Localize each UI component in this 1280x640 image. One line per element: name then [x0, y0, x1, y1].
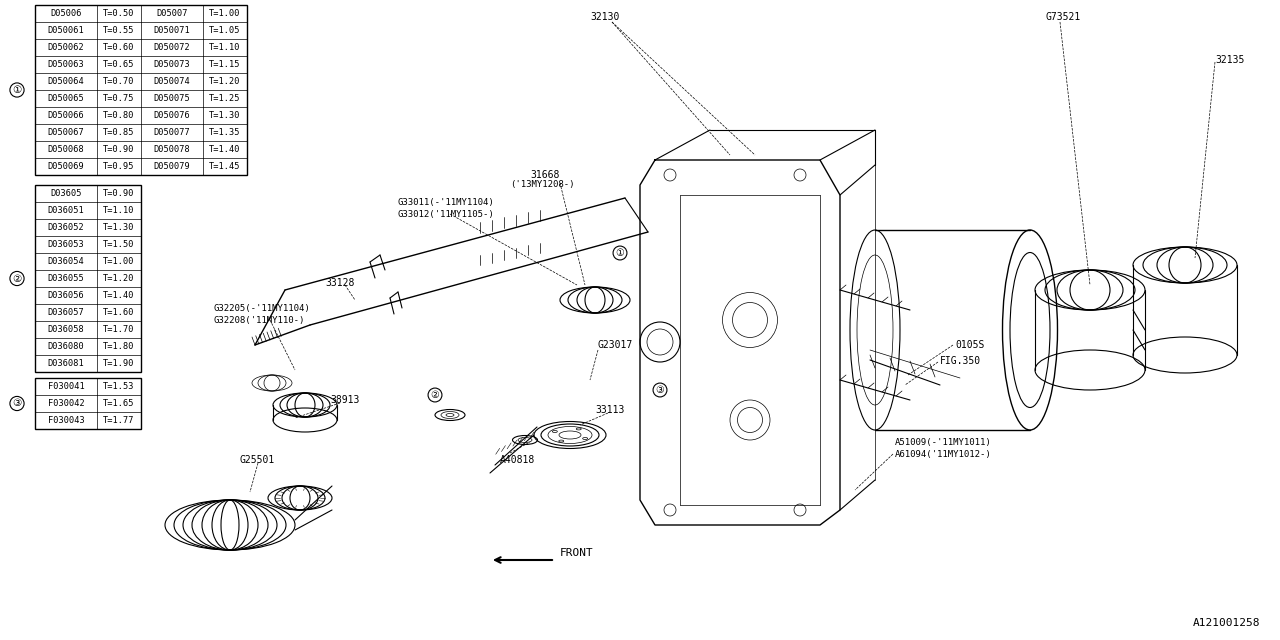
- Text: T=1.20: T=1.20: [209, 77, 241, 86]
- Text: D036058: D036058: [47, 325, 84, 334]
- Text: 32135: 32135: [1215, 55, 1244, 65]
- Text: D050079: D050079: [154, 162, 191, 171]
- Text: 32130: 32130: [590, 12, 620, 22]
- Text: D036081: D036081: [47, 359, 84, 368]
- Text: D050061: D050061: [47, 26, 84, 35]
- Text: D050072: D050072: [154, 43, 191, 52]
- Text: D050071: D050071: [154, 26, 191, 35]
- Text: T=0.60: T=0.60: [104, 43, 134, 52]
- Text: FRONT: FRONT: [561, 548, 594, 558]
- Text: T=1.40: T=1.40: [209, 145, 241, 154]
- Text: T=1.40: T=1.40: [104, 291, 134, 300]
- Text: A40818: A40818: [500, 455, 535, 465]
- Text: D036080: D036080: [47, 342, 84, 351]
- Text: ①: ①: [616, 248, 625, 258]
- Text: D050075: D050075: [154, 94, 191, 103]
- Text: G32205(-'11MY1104): G32205(-'11MY1104): [214, 304, 311, 313]
- Text: G33012('11MY1105-): G33012('11MY1105-): [398, 210, 495, 219]
- Text: T=1.60: T=1.60: [104, 308, 134, 317]
- Text: D050077: D050077: [154, 128, 191, 137]
- Text: D050078: D050078: [154, 145, 191, 154]
- Text: T=1.30: T=1.30: [209, 111, 241, 120]
- Text: A121001258: A121001258: [1193, 618, 1260, 628]
- Text: G73521: G73521: [1044, 12, 1080, 22]
- Text: ②: ②: [430, 390, 439, 400]
- Bar: [35, 5, 247, 175]
- Text: D036053: D036053: [47, 240, 84, 249]
- Text: 31668: 31668: [530, 170, 559, 180]
- Text: D050076: D050076: [154, 111, 191, 120]
- Text: D03605: D03605: [50, 189, 82, 198]
- Text: T=1.00: T=1.00: [104, 257, 134, 266]
- Text: T=1.00: T=1.00: [209, 9, 241, 18]
- Text: FIG.350: FIG.350: [940, 356, 982, 366]
- Text: D036051: D036051: [47, 206, 84, 215]
- Text: T=1.50: T=1.50: [104, 240, 134, 249]
- Text: T=1.30: T=1.30: [104, 223, 134, 232]
- Text: T=1.90: T=1.90: [104, 359, 134, 368]
- Text: A61094('11MY1012-): A61094('11MY1012-): [895, 450, 992, 459]
- Text: T=1.35: T=1.35: [209, 128, 241, 137]
- Text: ③: ③: [13, 399, 22, 408]
- Text: F030043: F030043: [47, 416, 84, 425]
- Text: D036054: D036054: [47, 257, 84, 266]
- Bar: [35, 378, 141, 429]
- Text: F030042: F030042: [47, 399, 84, 408]
- Text: T=0.50: T=0.50: [104, 9, 134, 18]
- Text: T=0.90: T=0.90: [104, 145, 134, 154]
- Text: T=0.55: T=0.55: [104, 26, 134, 35]
- Text: T=0.80: T=0.80: [104, 111, 134, 120]
- Text: D050064: D050064: [47, 77, 84, 86]
- Text: G25501: G25501: [241, 455, 275, 465]
- Text: F030041: F030041: [47, 382, 84, 391]
- Text: D050074: D050074: [154, 77, 191, 86]
- Text: G23017: G23017: [598, 340, 634, 350]
- Text: D05007: D05007: [156, 9, 188, 18]
- Text: ①: ①: [13, 85, 22, 95]
- Text: G33011(-'11MY1104): G33011(-'11MY1104): [398, 198, 495, 207]
- Text: D050067: D050067: [47, 128, 84, 137]
- Text: D050063: D050063: [47, 60, 84, 69]
- Text: D050066: D050066: [47, 111, 84, 120]
- Text: D036056: D036056: [47, 291, 84, 300]
- Text: 33128: 33128: [325, 278, 355, 288]
- Text: D050073: D050073: [154, 60, 191, 69]
- Text: T=1.77: T=1.77: [104, 416, 134, 425]
- Text: D036057: D036057: [47, 308, 84, 317]
- Text: T=0.70: T=0.70: [104, 77, 134, 86]
- Text: ('13MY1208-): ('13MY1208-): [509, 180, 575, 189]
- Text: T=0.90: T=0.90: [104, 189, 134, 198]
- Text: T=1.65: T=1.65: [104, 399, 134, 408]
- Text: T=1.15: T=1.15: [209, 60, 241, 69]
- Text: A51009(-'11MY1011): A51009(-'11MY1011): [895, 438, 992, 447]
- Text: T=1.25: T=1.25: [209, 94, 241, 103]
- Text: 38913: 38913: [330, 395, 360, 405]
- Text: T=1.05: T=1.05: [209, 26, 241, 35]
- Text: D036055: D036055: [47, 274, 84, 283]
- Text: D050065: D050065: [47, 94, 84, 103]
- Text: T=0.65: T=0.65: [104, 60, 134, 69]
- Text: T=1.20: T=1.20: [104, 274, 134, 283]
- Text: 33113: 33113: [595, 405, 625, 415]
- Bar: [35, 185, 141, 372]
- Text: D050069: D050069: [47, 162, 84, 171]
- Text: D036052: D036052: [47, 223, 84, 232]
- Text: ②: ②: [13, 273, 22, 284]
- Text: D05006: D05006: [50, 9, 82, 18]
- Text: G32208('11MY110-): G32208('11MY110-): [214, 316, 306, 325]
- Text: T=0.75: T=0.75: [104, 94, 134, 103]
- Text: T=1.10: T=1.10: [104, 206, 134, 215]
- Text: D050068: D050068: [47, 145, 84, 154]
- Text: T=0.85: T=0.85: [104, 128, 134, 137]
- Text: 0105S: 0105S: [955, 340, 984, 350]
- Text: T=1.10: T=1.10: [209, 43, 241, 52]
- Text: T=0.95: T=0.95: [104, 162, 134, 171]
- Text: T=1.53: T=1.53: [104, 382, 134, 391]
- Text: T=1.70: T=1.70: [104, 325, 134, 334]
- Text: D050062: D050062: [47, 43, 84, 52]
- Text: ③: ③: [655, 385, 664, 395]
- Text: T=1.80: T=1.80: [104, 342, 134, 351]
- Text: T=1.45: T=1.45: [209, 162, 241, 171]
